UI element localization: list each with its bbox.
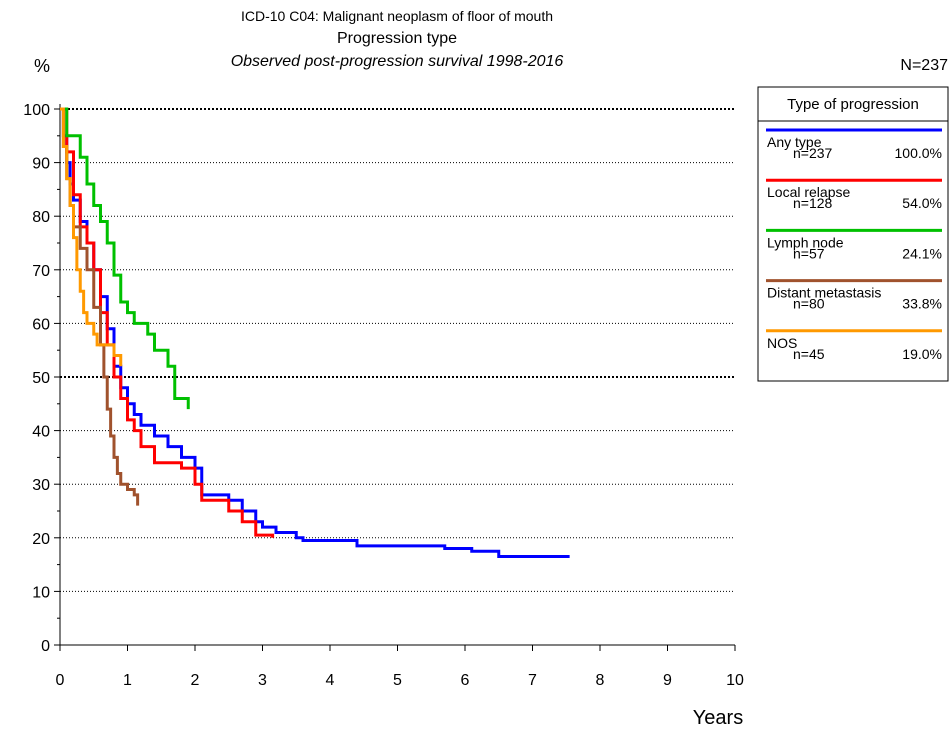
y-tick-label: 80 — [32, 209, 50, 226]
survival-curve — [60, 107, 190, 410]
legend-n: n=45 — [793, 346, 825, 362]
y-tick-label: 50 — [32, 370, 50, 387]
legend-n: n=57 — [793, 245, 825, 261]
x-tick-label: 1 — [123, 672, 132, 689]
x-tick-label: 5 — [393, 672, 402, 689]
y-tick-label: 10 — [32, 584, 50, 601]
chart-subtitle-2: Observed post-progression survival 1998-… — [231, 53, 564, 70]
legend-n: n=237 — [793, 145, 833, 161]
survival-curve — [60, 107, 275, 538]
legend-share: 24.1% — [902, 245, 942, 261]
x-axis-label: Years — [693, 707, 743, 727]
y-tick-label: 60 — [32, 316, 50, 333]
y-tick-label: 70 — [32, 263, 50, 280]
legend-share: 33.8% — [902, 296, 942, 312]
x-tick-label: 10 — [726, 672, 744, 689]
x-tick-label: 8 — [596, 672, 605, 689]
legend-label: Lymph node — [767, 234, 844, 250]
legend-n: n=128 — [793, 195, 833, 211]
y-tick-label: 100 — [23, 102, 50, 119]
x-tick-label: 7 — [528, 672, 537, 689]
legend-label: Local relapse — [767, 184, 850, 200]
chart-title: ICD-10 C04: Malignant neoplasm of floor … — [241, 8, 553, 24]
x-tick-label: 6 — [461, 672, 470, 689]
y-tick-label: 40 — [32, 424, 50, 441]
y-tick-label: 20 — [32, 531, 50, 548]
y-axis-label: % — [34, 56, 50, 76]
survival-curve — [60, 107, 123, 367]
x-tick-label: 4 — [326, 672, 335, 689]
legend-label: Any type — [767, 134, 822, 150]
legend-share: 54.0% — [902, 195, 942, 211]
x-tick-label: 3 — [258, 672, 267, 689]
total-label: N=237 — [900, 57, 948, 74]
x-tick-label: 2 — [191, 672, 200, 689]
survival-curve — [60, 107, 140, 506]
y-tick-label: 30 — [32, 477, 50, 494]
x-tick-label: 0 — [56, 672, 65, 689]
legend-label: NOS — [767, 335, 797, 351]
survival-curve — [60, 107, 570, 559]
legend-n: n=80 — [793, 296, 825, 312]
legend-label: Distant metastasis — [767, 285, 881, 301]
legend-share: 100.0% — [895, 145, 942, 161]
x-tick-label: 9 — [663, 672, 672, 689]
y-tick-label: 0 — [41, 638, 50, 655]
chart-subtitle: Progression type — [337, 30, 457, 47]
legend-title: Type of progression — [787, 96, 919, 113]
legend-share: 19.0% — [902, 346, 942, 362]
y-tick-label: 90 — [32, 156, 50, 173]
